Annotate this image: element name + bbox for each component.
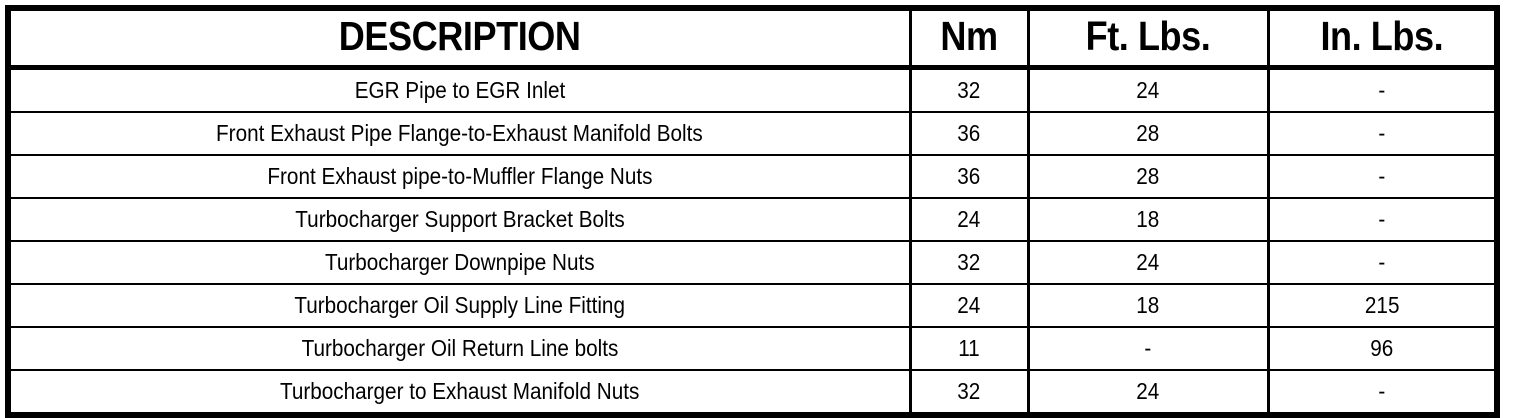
cell-description: Turbocharger Oil Return Line bolts bbox=[8, 327, 912, 371]
cell-nm-text: 32 bbox=[957, 77, 981, 103]
cell-description-text: Turbocharger Oil Return Line bolts bbox=[301, 335, 619, 361]
cell-ft-lbs-text: - bbox=[1144, 335, 1152, 361]
table-row: Turbocharger Downpipe Nuts 32 24 - bbox=[8, 241, 1497, 285]
cell-in-lbs: 215 bbox=[1268, 284, 1497, 328]
cell-nm: 36 bbox=[910, 112, 1030, 156]
cell-description: Turbocharger to Exhaust Manifold Nuts bbox=[8, 370, 912, 415]
cell-description-text: EGR Pipe to EGR Inlet bbox=[354, 77, 566, 103]
table-row: Turbocharger Oil Supply Line Fitting 24 … bbox=[8, 284, 1497, 328]
cell-in-lbs-text: - bbox=[1378, 120, 1386, 146]
cell-description-text: Turbocharger Oil Supply Line Fitting bbox=[294, 292, 626, 318]
cell-nm-text: 36 bbox=[957, 163, 981, 189]
table-row: EGR Pipe to EGR Inlet 32 24 - bbox=[8, 67, 1497, 113]
cell-nm: 32 bbox=[910, 370, 1030, 415]
cell-ft-lbs: 24 bbox=[1028, 241, 1270, 285]
column-header-nm: Nm bbox=[917, 8, 1023, 70]
cell-nm-text: 11 bbox=[958, 335, 980, 361]
cell-in-lbs-text: 215 bbox=[1364, 292, 1400, 318]
cell-in-lbs-text: - bbox=[1378, 206, 1386, 232]
table-row: Turbocharger to Exhaust Manifold Nuts 32… bbox=[8, 370, 1497, 415]
cell-in-lbs: - bbox=[1268, 155, 1497, 199]
cell-description-text: Turbocharger Support Bracket Bolts bbox=[295, 206, 625, 232]
cell-ft-lbs-text: 18 bbox=[1136, 292, 1160, 318]
cell-ft-lbs-text: 24 bbox=[1136, 249, 1160, 275]
cell-in-lbs-text: - bbox=[1378, 77, 1386, 103]
cell-ft-lbs-text: 18 bbox=[1136, 206, 1160, 232]
cell-nm: 32 bbox=[910, 241, 1030, 285]
cell-ft-lbs: 24 bbox=[1028, 370, 1270, 415]
torque-specification-table: DESCRIPTION Nm Ft. Lbs. In. Lbs. EGR Pip… bbox=[5, 5, 1500, 418]
cell-nm-text: 36 bbox=[957, 120, 981, 146]
cell-nm-text: 32 bbox=[957, 378, 981, 404]
cell-ft-lbs-text: 24 bbox=[1136, 378, 1160, 404]
cell-in-lbs: - bbox=[1268, 67, 1497, 113]
cell-nm: 24 bbox=[910, 198, 1030, 242]
table-header: DESCRIPTION Nm Ft. Lbs. In. Lbs. bbox=[8, 8, 1497, 70]
cell-description: Turbocharger Downpipe Nuts bbox=[8, 241, 912, 285]
cell-description-text: Front Exhaust pipe-to-Muffler Flange Nut… bbox=[267, 163, 653, 189]
cell-in-lbs: - bbox=[1268, 198, 1497, 242]
table-row: Front Exhaust Pipe Flange-to-Exhaust Man… bbox=[8, 112, 1497, 156]
column-header-description: DESCRIPTION bbox=[62, 8, 858, 70]
cell-description: Turbocharger Support Bracket Bolts bbox=[8, 198, 912, 242]
cell-description: Front Exhaust Pipe Flange-to-Exhaust Man… bbox=[8, 112, 912, 156]
cell-ft-lbs: 28 bbox=[1028, 155, 1270, 199]
cell-description-text: Front Exhaust Pipe Flange-to-Exhaust Man… bbox=[216, 120, 704, 146]
table-row: Turbocharger Oil Return Line bolts 11 - … bbox=[8, 327, 1497, 371]
cell-in-lbs-text: - bbox=[1378, 163, 1386, 189]
column-header-in-lbs: In. Lbs. bbox=[1281, 8, 1484, 70]
cell-in-lbs: 96 bbox=[1268, 327, 1497, 371]
cell-ft-lbs: 18 bbox=[1028, 284, 1270, 328]
cell-description-text: Turbocharger Downpipe Nuts bbox=[324, 249, 595, 275]
cell-ft-lbs: 18 bbox=[1028, 198, 1270, 242]
cell-in-lbs: - bbox=[1268, 241, 1497, 285]
cell-nm: 11 bbox=[910, 327, 1030, 371]
cell-in-lbs-text: - bbox=[1378, 249, 1386, 275]
cell-description: Turbocharger Oil Supply Line Fitting bbox=[8, 284, 912, 328]
cell-ft-lbs-text: 28 bbox=[1136, 163, 1160, 189]
cell-ft-lbs: 28 bbox=[1028, 112, 1270, 156]
column-header-ft-lbs: Ft. Lbs. bbox=[1042, 8, 1255, 70]
cell-in-lbs: - bbox=[1268, 112, 1497, 156]
cell-nm: 32 bbox=[910, 67, 1030, 113]
cell-ft-lbs-text: 28 bbox=[1136, 120, 1160, 146]
cell-in-lbs-text: 96 bbox=[1370, 335, 1394, 361]
cell-nm-text: 32 bbox=[957, 249, 981, 275]
cell-description: Front Exhaust pipe-to-Muffler Flange Nut… bbox=[8, 155, 912, 199]
table-row: Turbocharger Support Bracket Bolts 24 18… bbox=[8, 198, 1497, 242]
table-header-row: DESCRIPTION Nm Ft. Lbs. In. Lbs. bbox=[8, 8, 1497, 70]
table-row: Front Exhaust pipe-to-Muffler Flange Nut… bbox=[8, 155, 1497, 199]
table-body: EGR Pipe to EGR Inlet 32 24 - Front Exha… bbox=[8, 67, 1497, 415]
cell-description: EGR Pipe to EGR Inlet bbox=[8, 67, 912, 113]
cell-ft-lbs: 24 bbox=[1028, 67, 1270, 113]
cell-ft-lbs: - bbox=[1028, 327, 1270, 371]
cell-nm: 36 bbox=[910, 155, 1030, 199]
cell-nm-text: 24 bbox=[957, 206, 981, 232]
cell-description-text: Turbocharger to Exhaust Manifold Nuts bbox=[280, 378, 640, 404]
cell-nm: 24 bbox=[910, 284, 1030, 328]
cell-in-lbs-text: - bbox=[1378, 378, 1386, 404]
torque-specification-table-container: DESCRIPTION Nm Ft. Lbs. In. Lbs. EGR Pip… bbox=[5, 5, 1500, 418]
cell-in-lbs: - bbox=[1268, 370, 1497, 415]
cell-ft-lbs-text: 24 bbox=[1136, 77, 1160, 103]
cell-nm-text: 24 bbox=[957, 292, 981, 318]
